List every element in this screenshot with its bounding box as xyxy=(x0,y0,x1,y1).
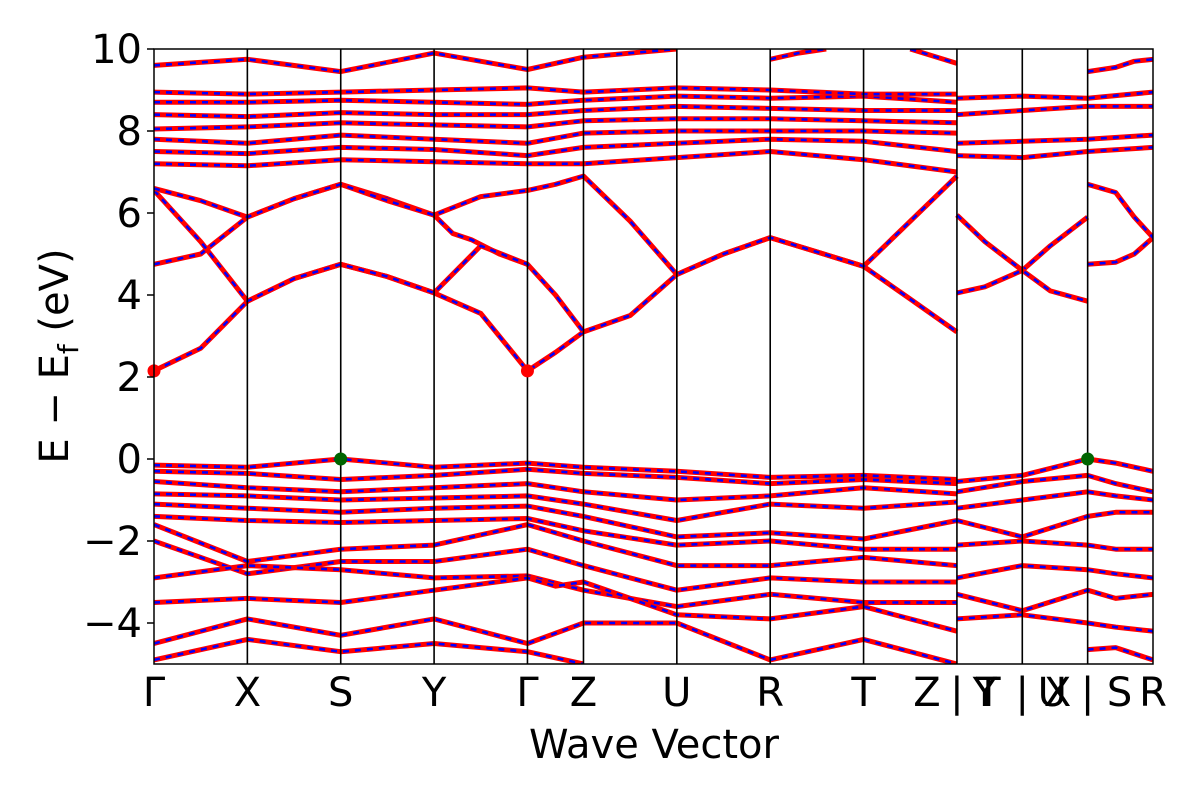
y-tick-label: 10 xyxy=(91,27,142,73)
band-line-down xyxy=(154,457,957,481)
y-axis-ticks: −4 −2 0 2 4 6 8 10 xyxy=(83,27,154,647)
plot-frame xyxy=(153,48,1154,665)
band-line-down xyxy=(956,539,1153,551)
band-line-down xyxy=(1087,183,1153,239)
band-line-down xyxy=(154,174,958,277)
x-tick-label: U xyxy=(662,670,691,716)
y-tick-label: 4 xyxy=(117,273,142,319)
band-line-down xyxy=(956,146,1153,159)
x-tick-label: Γ xyxy=(143,670,166,716)
y-tick-label: −2 xyxy=(83,519,142,565)
band-line-up xyxy=(154,173,959,277)
band-line-down xyxy=(909,49,958,65)
x-tick-label: Y xyxy=(421,670,447,716)
cbm-marker xyxy=(520,364,534,378)
x-tick-label: T xyxy=(850,670,876,716)
x-tick-label: | xyxy=(1081,670,1094,716)
y-axis-label: E − Ef (eV) xyxy=(32,248,85,463)
band-line-down xyxy=(154,137,958,157)
x-tick-label: Γ xyxy=(516,670,539,716)
band-line-down xyxy=(154,150,958,174)
x-tick-label: S xyxy=(1107,670,1132,716)
band-line-up xyxy=(154,501,958,542)
band-line-down xyxy=(154,638,584,664)
band-line-down xyxy=(154,105,957,118)
band-line-up xyxy=(154,575,958,634)
band-line-down xyxy=(1087,646,1153,662)
band-line-down xyxy=(956,90,1153,100)
y-tick-label: 6 xyxy=(117,191,142,237)
band-line-up xyxy=(1086,181,1153,240)
band-line-down xyxy=(154,468,957,485)
x-tick-label: Z xyxy=(570,670,597,716)
band-line-down xyxy=(769,49,827,61)
band-line-up xyxy=(154,149,958,175)
band-line-down xyxy=(154,480,957,502)
x-tick-label: X xyxy=(234,670,261,716)
band-line-up xyxy=(1087,56,1153,75)
band-line-down xyxy=(956,105,1153,116)
x-tick-label: R xyxy=(756,670,784,716)
band-line-down xyxy=(1087,58,1153,73)
y-tick-label: 0 xyxy=(117,437,142,483)
y-axis-label-unit: (eV) xyxy=(32,248,78,344)
band-line-down xyxy=(956,490,1153,510)
x-tick-label: S xyxy=(328,670,353,716)
x-tick-label: U xyxy=(1038,670,1067,716)
band-line-down xyxy=(956,133,1153,145)
y-tick-label: −4 xyxy=(83,601,142,647)
band-line-down xyxy=(154,523,958,567)
band-lines xyxy=(154,49,1153,664)
x-tick-label: R xyxy=(1139,670,1167,716)
x-tick-label: X xyxy=(1044,670,1071,716)
band-line-down xyxy=(154,129,957,145)
band-line-down xyxy=(956,564,1153,580)
x-tick-label: | xyxy=(950,670,963,716)
x-axis-label: Wave Vector xyxy=(529,722,780,768)
x-tick-label: | xyxy=(1016,670,1029,716)
y-tick-label: 2 xyxy=(117,355,142,401)
x-tick-label: T xyxy=(975,670,1001,716)
y-axis-label-main: E − E xyxy=(32,354,78,464)
band-line-up xyxy=(956,509,1153,540)
band-line-down xyxy=(956,474,1153,494)
band-edge-markers xyxy=(147,364,1095,466)
band-line-down xyxy=(154,94,957,106)
band-line-up xyxy=(154,563,957,610)
vbm-marker xyxy=(334,452,348,466)
band-line-up xyxy=(1087,645,1153,663)
vbm-marker xyxy=(1081,452,1095,466)
y-tick-label: 8 xyxy=(117,109,142,155)
band-line-down xyxy=(154,492,957,522)
x-tick-label: Y xyxy=(972,670,998,716)
band-line-down xyxy=(154,86,957,96)
band-line-up xyxy=(154,49,678,75)
band-line-down xyxy=(1087,236,1153,266)
y-axis-label-subscript: f xyxy=(52,343,85,354)
band-line-down xyxy=(956,613,1153,633)
band-line-down xyxy=(154,117,957,131)
band-line-down xyxy=(154,617,958,664)
x-tick-label: Z xyxy=(913,670,940,716)
x-axis-tick-labels: Γ X S Y Γ Z U R T Z | YT | UX | S R xyxy=(143,670,1167,716)
high-symmetry-lines xyxy=(246,49,1089,664)
band-line-up xyxy=(1087,235,1153,267)
band-line-down xyxy=(154,515,957,551)
